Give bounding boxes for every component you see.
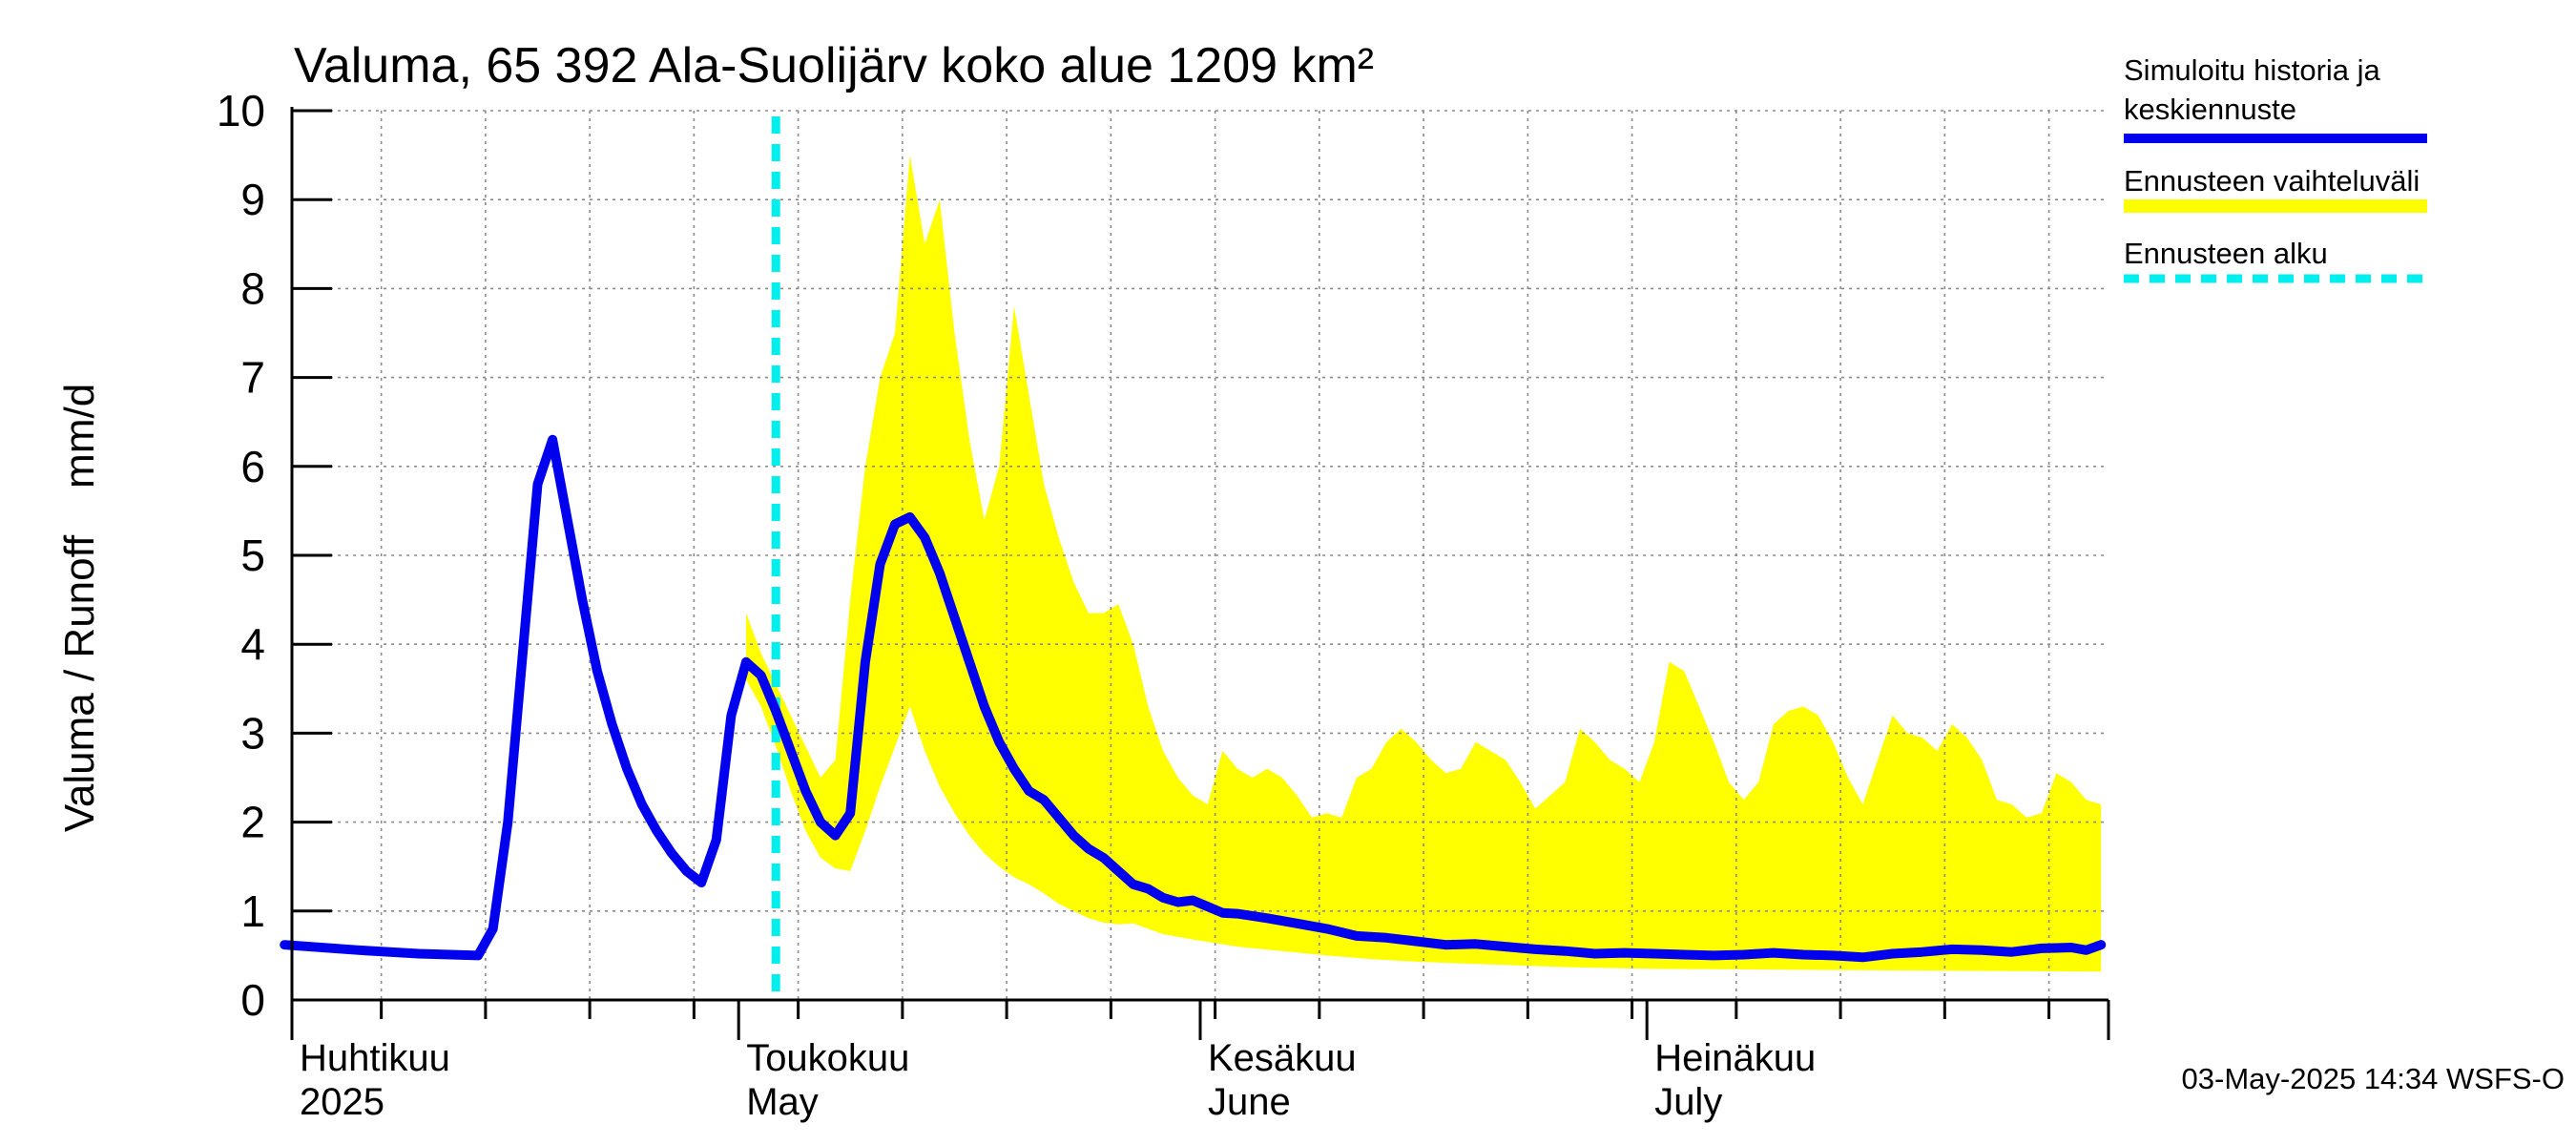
forecast-range-band-layer (746, 155, 2102, 972)
month-label-fi-0: Huhtikuu (300, 1037, 450, 1079)
series-layer (280, 434, 2107, 963)
month-label-en-3: July (1654, 1081, 1722, 1123)
legend-label-series-line2: keskiennuste (2124, 93, 2296, 126)
y-tick-label-1: 1 (240, 886, 265, 936)
chart-title: Valuma, 65 392 Ala-Suolijärv koko alue 1… (294, 38, 1374, 94)
y-tick-label-10: 10 (217, 86, 265, 135)
legend-label-series-line1: Simuloitu historia ja (2124, 53, 2381, 87)
y-tick-label-3: 3 (240, 708, 265, 758)
y-tick-label-6: 6 (240, 442, 265, 491)
axis-layer (290, 107, 2110, 1040)
month-label-fi-3: Heinäkuu (1654, 1037, 1816, 1079)
y-tick-label-9: 9 (240, 175, 265, 224)
y-tick-label-8: 8 (240, 263, 265, 313)
y-tick-label-5: 5 (240, 531, 265, 580)
grid-layer (292, 110, 2109, 1000)
month-label-fi-2: Kesäkuu (1208, 1037, 1357, 1079)
series-line-0 (280, 434, 2107, 963)
y-axis-label: Valuma / Runoff mm/d (56, 384, 103, 832)
legend-label-forecast-start: Ennusteen alku (2124, 237, 2328, 270)
month-label-fi-1: Toukokuu (746, 1037, 909, 1079)
footer-timestamp: 03-May-2025 14:34 WSFS-O (2182, 1062, 2565, 1095)
forecast-range-band (746, 155, 2102, 972)
legend: Simuloitu historia ja keskiennuste Ennus… (2124, 53, 2427, 283)
month-label-en-0: 2025 (300, 1081, 384, 1123)
month-label-en-2: June (1208, 1081, 1291, 1123)
y-tick-label-0: 0 (240, 975, 265, 1025)
y-tick-labels: 0 1 2 3 4 5 6 7 8 9 10 (217, 86, 265, 1025)
y-tick-label-2: 2 (240, 798, 265, 847)
y-tick-label-7: 7 (240, 353, 265, 403)
month-label-en-1: May (746, 1081, 819, 1123)
legend-label-range: Ennusteen vaihteluväli (2124, 164, 2420, 198)
y-tick-label-4: 4 (240, 619, 265, 669)
